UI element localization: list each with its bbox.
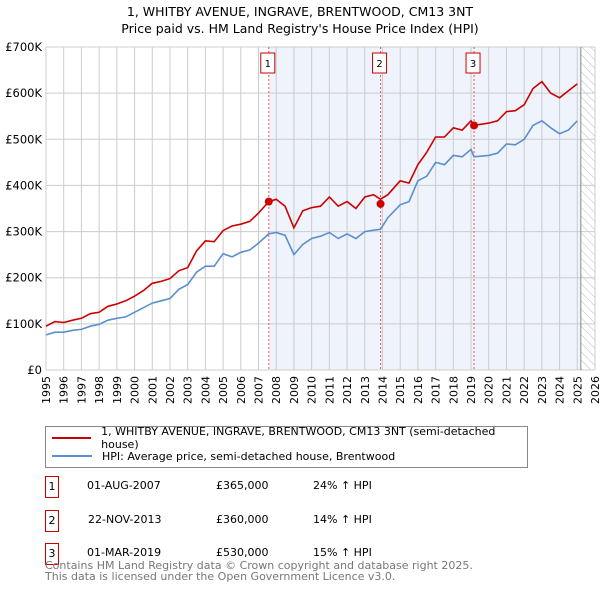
legend-item-hpi: HPI: Average price, semi-detached house,…	[52, 448, 395, 464]
x-tick-label: 2000	[129, 376, 142, 404]
x-tick-label: 2023	[536, 376, 549, 404]
title-line: 1, WHITBY AVENUE, INGRAVE, BRENTWOOD, CM…	[126, 4, 474, 19]
sale-price: £360,000	[216, 513, 269, 526]
x-tick-label: 2005	[217, 376, 230, 404]
x-tick-label: 2015	[394, 376, 407, 404]
footer-line: This data is licensed under the Open Gov…	[45, 570, 396, 583]
y-tick-label: £700K	[5, 40, 42, 54]
x-tick-label: 2007	[253, 376, 266, 404]
price-chart: 1995 1996 1997 1998 1999 2000 2001 2002 2003 2004…	[5, 40, 600, 404]
sale-point	[376, 199, 385, 208]
sale-price: £365,000	[216, 479, 269, 492]
sale-label-box	[372, 52, 388, 74]
x-tick-label: 2025	[571, 376, 584, 404]
legend-label: HPI: Average price, semi-detached house,…	[102, 449, 396, 463]
sale-date: 22-NOV-2013	[88, 513, 162, 526]
sale-hpi: 14% ↑ HPI	[313, 513, 372, 526]
sale-point	[264, 197, 273, 206]
x-tick-label: 2024	[554, 376, 567, 404]
x-tick-label: 2013	[359, 376, 372, 404]
hpi-line	[45, 119, 578, 336]
x-tick-label: 2018	[447, 376, 460, 404]
x-tick-label: 2004	[199, 376, 212, 404]
y-tick-label: £400K	[5, 178, 42, 192]
sale-label-box	[465, 52, 481, 74]
x-tick-label: 2002	[164, 376, 177, 404]
x-tick-label: 2008	[270, 376, 283, 404]
y-tick-label: £600K	[5, 86, 42, 100]
forecast-hatch	[580, 47, 595, 370]
property-price-line	[45, 80, 578, 327]
sale-row: 3 01-MAR-2019 £530,000 15% ↑ HPI	[45, 543, 445, 565]
sale-price: £530,000	[216, 546, 269, 559]
sale-number: 1	[45, 476, 59, 498]
x-tick-label: 2001	[146, 376, 159, 404]
x-tick-label: 2016	[412, 376, 425, 404]
sale-date: 01-AUG-2007	[87, 479, 161, 492]
sale-hpi: 15% ↑ HPI	[313, 546, 372, 559]
y-tick-label: £500K	[5, 132, 42, 146]
x-tick-label: 2011	[323, 376, 336, 404]
x-tick-label: 1996	[58, 376, 71, 404]
sale-row: 1 01-AUG-2007 £365,000 24% ↑ HPI	[45, 476, 445, 498]
sale-label-box	[260, 52, 276, 74]
sale-point	[470, 121, 479, 130]
legend-label: 1, WHITBY AVENUE, INGRAVE, BRENTWOOD, CM…	[101, 425, 496, 451]
footer-line: Contains HM Land Registry data © Crown c…	[45, 559, 473, 572]
x-tick-label: 2003	[182, 376, 195, 404]
x-tick-label: 1999	[111, 376, 124, 404]
x-tick-label: 2010	[306, 376, 319, 404]
y-tick-label: £0	[27, 363, 42, 377]
x-tick-label: 2026	[589, 376, 600, 404]
x-tick-label: 2017	[430, 376, 443, 404]
sale-label: 1	[265, 59, 271, 70]
x-tick-label: 2012	[341, 376, 354, 404]
y-tick-label: £100K	[5, 317, 42, 331]
sale-label: 2	[376, 59, 382, 70]
x-tick-label: 1998	[93, 376, 106, 404]
chart-title: 1, WHITBY AVENUE, INGRAVE, BRENTWOOD, CM…	[0, 3, 600, 37]
sale-number: 2	[45, 510, 59, 532]
legend: 1, WHITBY AVENUE, INGRAVE, BRENTWOOD, CM…	[45, 425, 528, 468]
legend-swatch-red	[52, 437, 92, 439]
x-tick-label: 2019	[465, 376, 478, 404]
x-tick-label: 2014	[376, 376, 389, 404]
x-tick-label: 1995	[40, 376, 53, 404]
x-tick-label: 1997	[75, 376, 88, 404]
sale-label: 3	[470, 59, 476, 70]
sale-number: 3	[45, 543, 59, 565]
x-tick-label: 2006	[235, 376, 248, 404]
x-tick-label: 2020	[483, 376, 496, 404]
footer: Contains HM Land Registry data © Crown c…	[45, 560, 473, 582]
legend-swatch-blue	[52, 455, 92, 457]
sale-row: 2 22-NOV-2013 £360,000 14% ↑ HPI	[45, 510, 445, 532]
legend-item-property: 1, WHITBY AVENUE, INGRAVE, BRENTWOOD, CM…	[52, 425, 527, 451]
sale-hpi: 24% ↑ HPI	[313, 479, 372, 492]
subtitle-line: Price paid vs. HM Land Registry's House …	[121, 21, 479, 36]
x-tick-label: 2021	[500, 376, 513, 404]
shaded-region	[268, 47, 581, 370]
x-tick-label: 2009	[288, 376, 301, 404]
y-tick-label: £300K	[5, 225, 42, 239]
sale-date: 01-MAR-2019	[87, 546, 162, 559]
y-tick-label: £200K	[5, 271, 42, 285]
x-tick-label: 2022	[518, 376, 531, 404]
